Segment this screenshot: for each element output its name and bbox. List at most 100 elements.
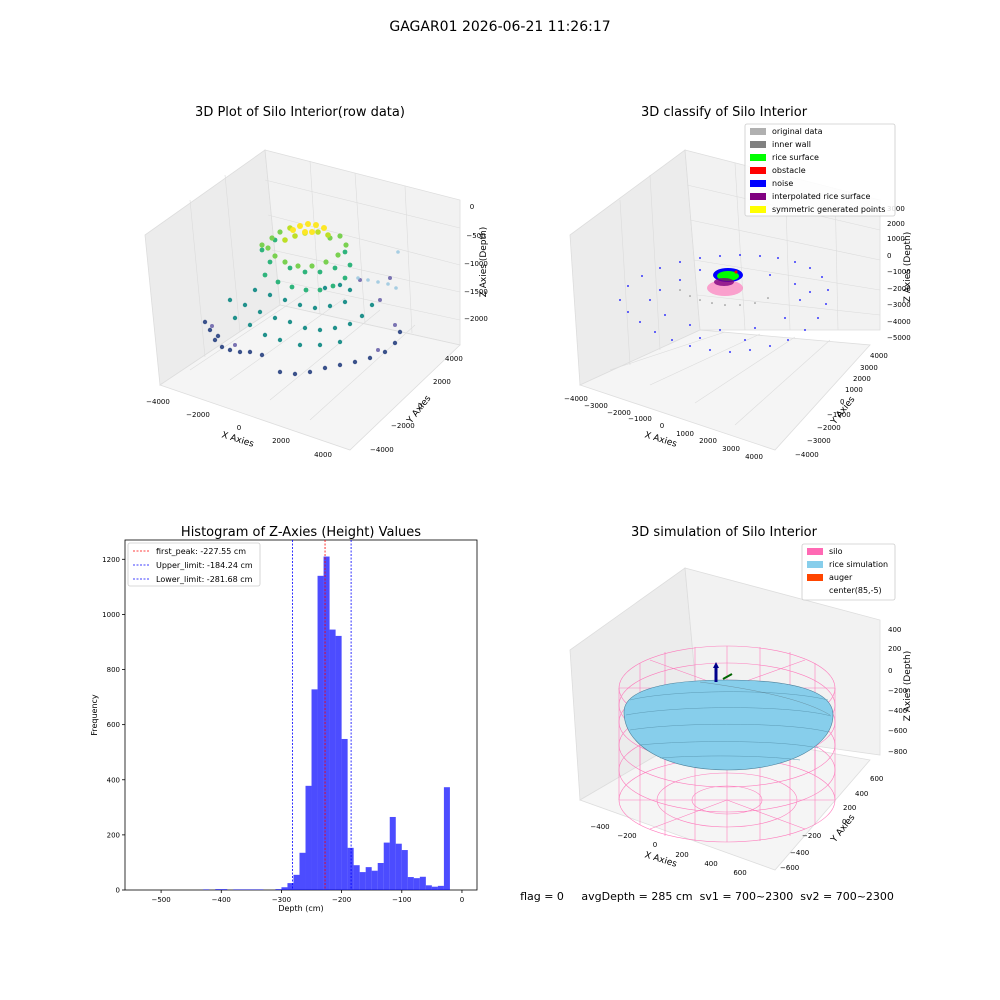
raw-z-tick-2: −1000 xyxy=(464,260,488,268)
panel-classify-legend: original data inner wall rice surface ob… xyxy=(744,123,896,217)
cls-legend-swatch-4 xyxy=(750,180,766,187)
hist-reference-lines xyxy=(292,540,352,890)
cls-legend-label-4: noise xyxy=(772,179,793,188)
hist-bar xyxy=(245,889,252,890)
hist-bar xyxy=(239,889,246,890)
cls-legend-label-5: interpolated rice surface xyxy=(772,192,870,201)
hist-bar xyxy=(281,887,288,890)
sim-legend-swatch-3 xyxy=(807,587,823,594)
raw-y-tick-0: −4000 xyxy=(370,446,394,454)
sim-x-tick-3: 200 xyxy=(675,851,688,859)
hist-bar xyxy=(407,877,414,890)
raw-z-tick-3: −1500 xyxy=(464,288,488,296)
cls-y-tick-5: 1000 xyxy=(845,386,863,394)
hist-bar xyxy=(317,575,324,890)
hist-bar xyxy=(365,867,372,890)
panel-classify-core xyxy=(707,268,743,296)
hist-x-tick-label: −500 xyxy=(151,896,170,904)
cls-z-tick-2: 1000 xyxy=(887,235,905,243)
hist-legend-label-2: Lower_limit: -281.68 cm xyxy=(156,575,253,584)
hist-x-ticks: −500 −400 −300 −200 −100 0 xyxy=(151,890,464,904)
hist-x-axis-label: Depth (cm) xyxy=(278,904,323,913)
cls-z-tick-3: 0 xyxy=(887,252,891,260)
hist-bar xyxy=(257,889,264,890)
hist-bar xyxy=(443,787,450,890)
hist-bar xyxy=(395,843,402,890)
sim-z-tick-0: 400 xyxy=(888,626,901,634)
cls-x-axis-label: X Axies xyxy=(643,430,678,449)
sim-x-tick-4: 400 xyxy=(704,860,717,868)
hist-bar xyxy=(203,889,210,890)
cls-x-tick-8: 4000 xyxy=(745,453,763,461)
cls-legend-swatch-1 xyxy=(750,141,766,148)
raw-x-tick-4: 4000 xyxy=(314,451,332,459)
sim-z-tick-6: −800 xyxy=(888,748,907,756)
raw-y-tick-1: −2000 xyxy=(391,422,415,430)
hist-x-tick-label: −100 xyxy=(392,896,411,904)
sim-legend-label-2: auger xyxy=(829,573,853,582)
cls-y-tick-2: −2000 xyxy=(817,424,841,432)
hist-bar xyxy=(401,850,408,890)
sim-legend-swatch-1 xyxy=(807,561,823,568)
cls-legend-label-0: original data xyxy=(772,127,823,136)
panel-raw-axes-box xyxy=(144,149,461,451)
hist-bar xyxy=(359,872,366,890)
hist-bar xyxy=(347,847,354,890)
sim-rice-surface xyxy=(623,679,834,771)
hist-legend-label-1: Upper_limit: -184.24 cm xyxy=(156,561,253,570)
hist-legend-label-0: first_peak: -227.55 cm xyxy=(156,547,246,556)
sim-tick-labels: −400 −200 0 200 400 600 −600 −400 −200 0… xyxy=(590,626,907,877)
sim-x-tick-5: 600 xyxy=(733,869,746,877)
hist-bar xyxy=(329,629,336,890)
hist-y-ticks: 0 200 400 600 800 1000 1200 xyxy=(102,556,125,895)
sim-z-tick-4: −400 xyxy=(888,707,907,715)
hist-bar xyxy=(389,816,396,890)
hist-x-tick-label: −300 xyxy=(272,896,291,904)
cls-y-tick-6: 2000 xyxy=(853,375,871,383)
sim-y-tick-3: 0 xyxy=(842,818,846,826)
hist-bar xyxy=(251,889,258,890)
hist-bar xyxy=(383,842,390,890)
cls-x-tick-5: 1000 xyxy=(676,430,694,438)
hist-bar xyxy=(293,874,300,890)
hist-bar xyxy=(305,785,312,890)
sim-z-tick-5: −600 xyxy=(888,727,907,735)
hist-bar xyxy=(299,852,306,890)
hist-y-tick-label: 800 xyxy=(107,666,120,674)
cls-x-tick-0: −4000 xyxy=(564,395,588,403)
cls-z-tick-4: −1000 xyxy=(887,268,911,276)
cls-y-tick-8: 4000 xyxy=(870,352,888,360)
cls-legend-swatch-6 xyxy=(750,206,766,213)
sim-auger xyxy=(713,662,733,682)
cls-z-tick-7: −4000 xyxy=(887,318,911,326)
cls-x-tick-7: 3000 xyxy=(722,445,740,453)
panel-histogram: Histogram of Z-Axies (Height) Values −50… xyxy=(90,525,478,913)
panel-classify-inner-wall-points xyxy=(679,289,769,306)
panel-classify-3d: 3D classify of Silo Interior xyxy=(564,105,913,461)
hist-bar xyxy=(377,862,384,890)
cls-y-tick-7: 3000 xyxy=(860,364,878,372)
raw-x-tick-0: −4000 xyxy=(146,398,170,406)
hist-plot-area xyxy=(124,539,478,891)
hist-bar xyxy=(323,556,330,890)
sim-x-tick-0: −400 xyxy=(590,823,609,831)
cls-legend-swatch-0 xyxy=(750,128,766,135)
sim-x-tick-2: 0 xyxy=(653,841,657,849)
hist-bars xyxy=(203,556,450,890)
panel-raw-point-cloud xyxy=(202,221,403,377)
sim-z-tick-2: 0 xyxy=(888,667,892,675)
raw-z-tick-4: −2000 xyxy=(464,315,488,323)
raw-x-tick-2: 0 xyxy=(237,424,241,432)
hist-x-tick-label: −400 xyxy=(212,896,231,904)
cls-x-tick-3: −1000 xyxy=(628,415,652,423)
panel-raw-title: 3D Plot of Silo Interior(row data) xyxy=(195,105,405,120)
panel-raw-3d-scatter: 3D Plot of Silo Interior(row data) xyxy=(144,105,489,459)
hist-y-tick-label: 600 xyxy=(107,721,120,729)
cls-x-tick-4: 0 xyxy=(660,422,664,430)
hist-bar xyxy=(233,889,240,890)
sim-z-axis-label: Z Axies (Depth) xyxy=(903,651,913,722)
cls-y-tick-1: −3000 xyxy=(807,437,831,445)
cls-z-tick-1: 2000 xyxy=(887,220,905,228)
hist-bar xyxy=(437,885,444,890)
raw-y-tick-4: 4000 xyxy=(445,355,463,363)
